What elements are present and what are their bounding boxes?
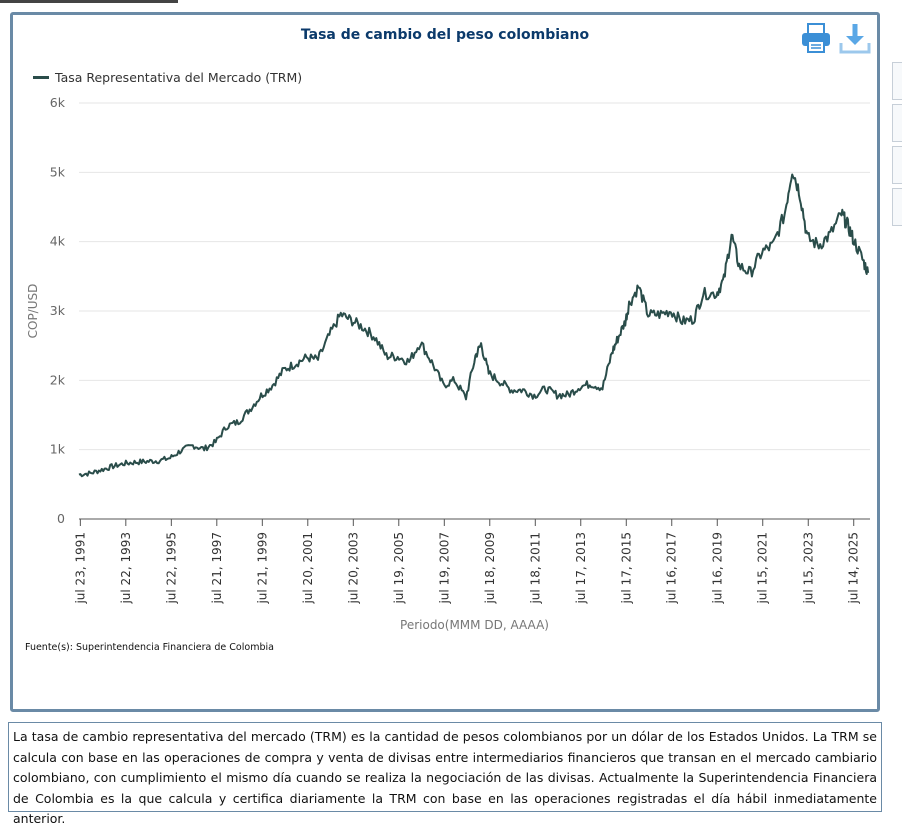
x-tick-label: jul 20, 2001 [301,532,315,605]
y-tick-label: 3k [50,303,66,318]
source-note: Fuente(s): Superintendencia Financiera d… [25,642,274,653]
x-tick-label: jul 20, 2003 [346,532,360,605]
top-tab-edge [0,0,178,3]
x-tick-label: jul 21, 1997 [210,532,224,605]
side-panel-tab[interactable] [892,62,902,100]
x-tick-label: jul 16, 2017 [665,532,679,605]
x-tick-label: jul 21, 1999 [255,532,269,605]
x-tick-label: jul 18, 2011 [528,532,542,605]
download-icon[interactable] [837,21,873,57]
trm-series-line [78,173,870,478]
x-tick-label: jul 15, 2021 [756,532,770,605]
x-tick-label: jul 14, 2025 [847,532,861,605]
side-panel-tab[interactable] [892,104,902,142]
y-tick-label: 4k [50,234,66,249]
chart-legend[interactable]: Tasa Representativa del Mercado (TRM) [33,70,302,85]
y-tick-label: 2k [50,372,66,387]
x-tick-label: jul 22, 1995 [164,532,178,605]
y-tick-label: 1k [50,442,66,457]
x-tick-label: jul 15, 2023 [801,532,815,605]
x-tick-label: jul 19, 2007 [437,532,451,605]
y-tick-label: 6k [50,95,66,110]
x-tick-label: jul 18, 2009 [483,532,497,605]
legend-swatch [33,76,49,79]
x-tick-label: jul 17, 2015 [619,532,633,605]
chart-title: Tasa de cambio del peso colombiano [300,27,590,43]
chart-panel: Tasa de cambio del peso colombiano Tasa … [10,12,880,712]
y-tick-label: 5k [50,164,66,179]
y-tick-label: 0 [57,511,65,526]
x-tick-label: jul 23, 1991 [73,532,87,605]
x-tick-label: jul 16, 2019 [710,532,724,605]
side-panel-tab[interactable] [892,146,902,184]
x-axis-title: Periodo(MMM DD, AAAA) [400,618,549,632]
side-panel-tab[interactable] [892,188,902,226]
printer-icon[interactable] [799,21,835,57]
legend-label: Tasa Representativa del Mercado (TRM) [55,70,303,85]
y-axis-title: COP/USD [26,284,40,339]
line-chart: 0 1k 2k 3k 4k 5k 6k jul 23, 1991 jul 22, 1993 jul… [26,95,870,632]
x-tick-label: jul 19, 2005 [392,532,406,605]
description-box: La tasa de cambio representativa del mer… [8,722,882,826]
x-tick-label: jul 22, 1993 [119,532,133,605]
x-tick-label: jul 17, 2013 [574,532,588,605]
